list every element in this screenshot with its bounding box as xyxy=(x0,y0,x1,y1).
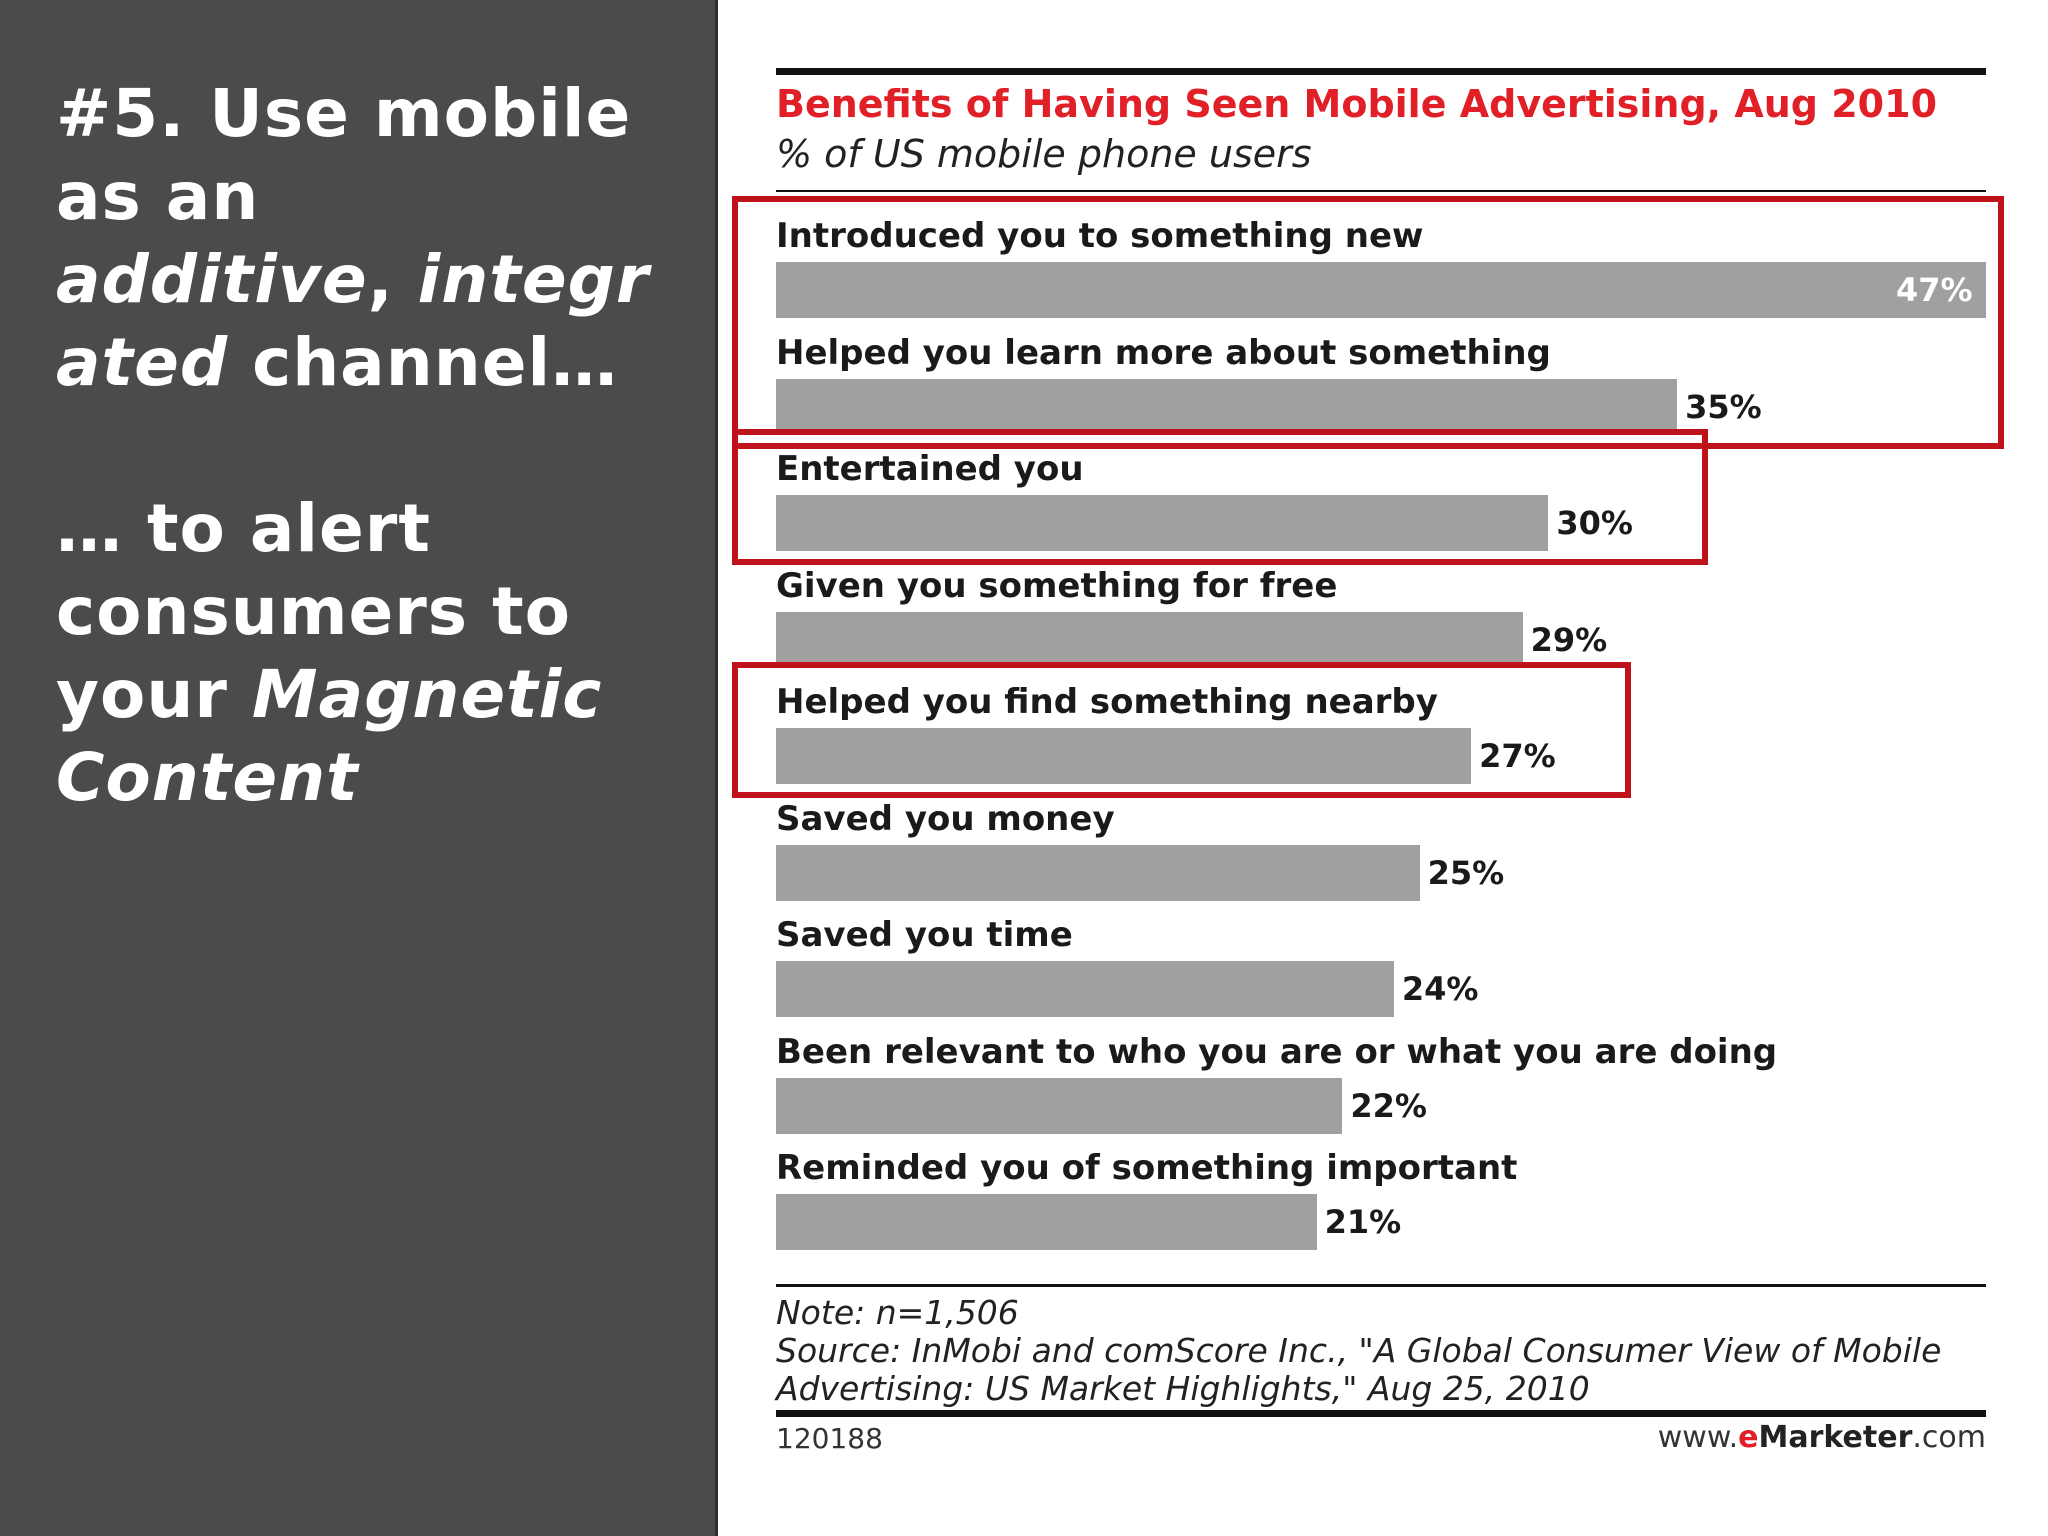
left-panel: #5. Use mobile as an additive, integr at… xyxy=(0,0,718,1536)
value-label: 21% xyxy=(1324,1203,1402,1241)
bottom-rule xyxy=(776,1410,1986,1417)
headline-italic: integr xyxy=(417,241,650,318)
category-label: Helped you learn more about something xyxy=(776,332,1551,373)
note-text: Note: n=1,506 xyxy=(776,1293,1019,1332)
category-label: Entertained you xyxy=(776,449,1084,489)
chart-title: Benefits of Having Seen Mobile Advertisi… xyxy=(776,82,1938,126)
source-text: Advertising: US Market Highlights," Aug … xyxy=(776,1369,1590,1408)
value-label: 27% xyxy=(1479,737,1556,775)
headline-line: #5. Use mobile xyxy=(56,75,632,152)
value-label: 30% xyxy=(1556,504,1633,542)
bar xyxy=(776,961,1394,1017)
bar xyxy=(776,495,1549,551)
category-label: Reminded you of something important xyxy=(776,1148,1518,1188)
bar xyxy=(776,378,1678,435)
headline-line: your Magnetic xyxy=(56,653,696,736)
value-label: 35% xyxy=(1685,387,1762,426)
category-label: Saved you time xyxy=(776,915,1073,955)
headline-line: Content xyxy=(56,736,696,819)
category-label: Given you something for free xyxy=(776,565,1338,606)
bar xyxy=(776,611,1523,668)
headline: #5. Use mobile as an additive, integr at… xyxy=(56,72,696,819)
category-label: Been relevant to who you are or what you… xyxy=(776,1031,1778,1072)
value-label: 47% xyxy=(1896,271,1973,309)
chart-subtitle: % of US mobile phone users xyxy=(776,132,1312,176)
brand-suffix: .com xyxy=(1912,1420,1986,1455)
value-label: 22% xyxy=(1350,1086,1427,1125)
headline-text: your xyxy=(56,656,252,733)
headline-line: ated channel… xyxy=(56,321,696,404)
highlight-box xyxy=(732,429,1709,565)
headline-italic: Content xyxy=(56,739,359,816)
brand-name: Marketer xyxy=(1758,1420,1913,1455)
value-label: 24% xyxy=(1401,970,1479,1008)
category-label: Helped you find something nearby xyxy=(776,682,1438,722)
highlight-box xyxy=(732,196,2004,449)
bar xyxy=(776,262,1986,318)
top-rule xyxy=(776,68,1986,75)
category-label: Saved you money xyxy=(776,798,1115,839)
headline-line: consumers to xyxy=(56,573,571,650)
headline-text: channel… xyxy=(228,324,619,401)
bar xyxy=(776,1077,1343,1134)
brand-prefix: www. xyxy=(1657,1420,1739,1455)
headline-italic: additive xyxy=(56,241,368,318)
brand-e: e xyxy=(1738,1420,1759,1455)
bar xyxy=(776,844,1420,901)
value-label: 29% xyxy=(1530,620,1608,659)
emarketer-logo: www.eMarketer.com xyxy=(1658,1420,1986,1455)
headline-italic: Magnetic xyxy=(251,656,603,733)
category-label: Introduced you to something new xyxy=(776,216,1424,256)
bar xyxy=(776,728,1472,784)
headline-separator: , xyxy=(367,241,418,318)
value-label: 25% xyxy=(1427,853,1505,892)
source-text: Source: InMobi and comScore Inc., "A Glo… xyxy=(776,1331,1942,1370)
headline-line: as an xyxy=(56,158,260,235)
chart-notes: Note: n=1,506 Source: InMobi and comScor… xyxy=(776,1294,1986,1408)
bar xyxy=(776,1194,1317,1250)
headline-italic: ated xyxy=(56,324,229,401)
bar-chart: Benefits of Having Seen Mobile Advertisi… xyxy=(732,68,2004,1468)
headline-line: additive, integr xyxy=(56,238,696,321)
subtitle-rule xyxy=(776,190,1986,192)
notes-rule xyxy=(776,1284,1986,1287)
headline-line: … to alert xyxy=(56,490,431,567)
chart-id: 120188 xyxy=(776,1422,883,1455)
highlight-box xyxy=(732,662,1632,798)
